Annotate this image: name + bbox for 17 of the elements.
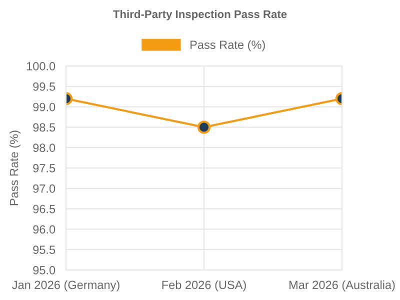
y-tick-label: 99.0 bbox=[33, 102, 56, 112]
y-tick-label: 100.0 bbox=[26, 62, 56, 70]
y-axis-title: Pass Rate (%) bbox=[9, 130, 20, 206]
y-tick-label: 99.5 bbox=[33, 82, 56, 91]
y-tick-label: 96.0 bbox=[33, 225, 56, 234]
x-tick-label: Jan 2026 (Germany) bbox=[12, 280, 120, 292]
x-tick-label: Mar 2026 (Australia) bbox=[290, 280, 395, 292]
y-tick-label: 95.5 bbox=[33, 246, 56, 254]
x-tick-label: Feb 2026 (USA) bbox=[162, 280, 246, 292]
y-tick-label: 98.0 bbox=[33, 144, 56, 152]
y-tick-label: 98.5 bbox=[33, 123, 56, 132]
legend-label: Pass Rate (%) bbox=[190, 40, 265, 52]
y-tick-label: 97.0 bbox=[33, 184, 56, 193]
y-tick-label: 95.0 bbox=[33, 266, 56, 274]
chart-title: Third-Party Inspection Pass Rate bbox=[113, 10, 287, 20]
y-tick-label: 97.5 bbox=[33, 164, 56, 172]
y-tick-label: 96.5 bbox=[33, 204, 56, 214]
